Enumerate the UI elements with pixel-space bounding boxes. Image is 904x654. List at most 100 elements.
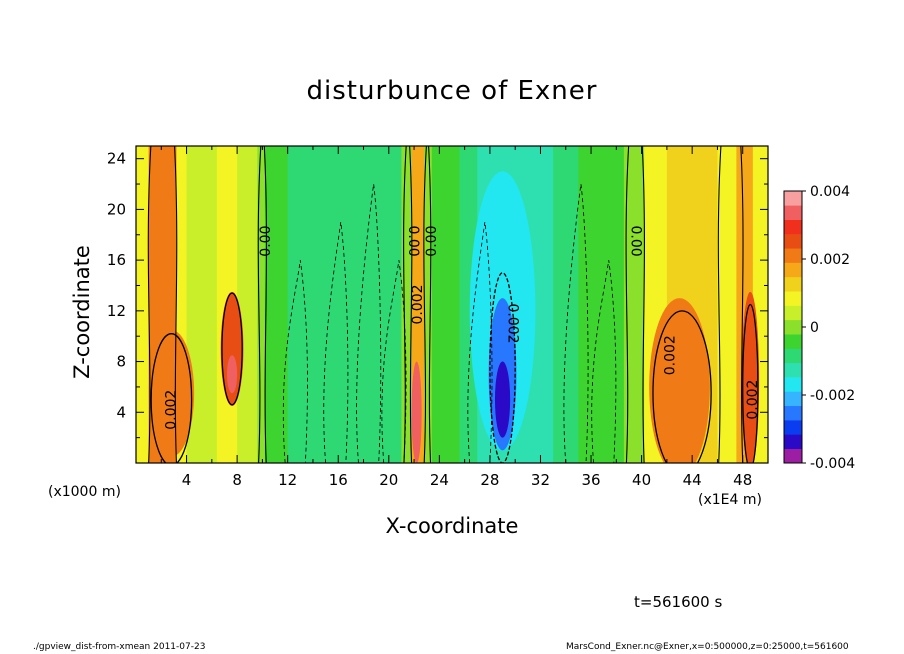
contour-line <box>740 146 744 463</box>
contour-line-negative <box>356 183 382 463</box>
contour-line-negative <box>282 260 308 463</box>
contour-fill <box>136 146 768 463</box>
contour-label: 0.00 <box>405 226 421 257</box>
contour-label: 0.002 <box>410 284 426 324</box>
colorbar-tick-label: 0.004 <box>810 184 850 200</box>
band <box>287 146 339 463</box>
colorbar-level <box>784 362 802 378</box>
contour-outline <box>742 303 759 463</box>
colorbar-level <box>784 448 802 464</box>
colorbar-tick-label: -0.002 <box>810 388 855 404</box>
contour-blob <box>148 329 195 457</box>
x-unit-left: (x1000 m) <box>48 484 121 500</box>
contour-line-negative <box>563 183 589 463</box>
contour-outline <box>221 292 243 406</box>
colorbar-level <box>784 391 802 407</box>
contour-blob <box>660 336 707 463</box>
y-tick-label: 16 <box>107 251 126 269</box>
colorbar-tick-label: 0.002 <box>810 252 850 268</box>
band <box>136 146 150 463</box>
colorbar-level <box>784 205 802 220</box>
x-unit-right: (x1E4 m) <box>698 492 762 508</box>
x-tick-label: 48 <box>733 471 752 489</box>
contour-line <box>625 146 630 463</box>
contour-line <box>423 146 427 463</box>
contour-line-negative <box>323 222 349 463</box>
colorbar-level <box>784 219 802 235</box>
contour-line-negative <box>381 260 407 463</box>
band <box>717 146 737 463</box>
colorbar-level <box>784 348 802 364</box>
colorbar-level <box>784 405 802 421</box>
colorbar-level <box>784 377 802 392</box>
plot-frame <box>135 145 769 464</box>
contour-line <box>147 146 152 463</box>
colorbar-level <box>784 291 802 306</box>
contour-blob <box>220 291 244 406</box>
contour-line <box>641 146 645 463</box>
contour-line <box>403 146 407 463</box>
band <box>237 146 258 463</box>
colorbar-level <box>784 305 802 321</box>
contour-line-negative <box>467 222 493 463</box>
contour-line <box>428 146 432 463</box>
y-tick-label: 24 <box>107 150 126 168</box>
colorbar-level <box>784 191 802 206</box>
colorbar-tick-label: 0 <box>810 320 819 336</box>
contour-blob <box>741 291 760 463</box>
band <box>338 146 402 463</box>
y-tick-label: 8 <box>116 353 126 371</box>
colorbar-level <box>784 420 802 435</box>
colorbar-level <box>784 276 802 292</box>
band <box>401 146 413 463</box>
band <box>553 146 579 463</box>
band <box>257 146 266 463</box>
colorbar-level <box>784 319 802 335</box>
x-tick-label: 16 <box>329 471 348 489</box>
x-tick-label: 32 <box>531 471 550 489</box>
colorbar-level <box>784 434 802 449</box>
contour-line <box>409 146 413 463</box>
colorbar-tick-label: -0.004 <box>810 456 855 472</box>
y-tick-label: 20 <box>107 200 126 218</box>
contour-label: 0.002 <box>745 380 761 420</box>
y-tick-label: 4 <box>116 403 126 421</box>
colorbar-level <box>784 248 802 263</box>
contour-blob <box>411 361 422 463</box>
colorbar: 0.004 0.002 0 -0.002 -0.004 <box>783 184 855 472</box>
band <box>176 146 188 463</box>
band <box>264 146 289 463</box>
contour-lines <box>147 146 759 463</box>
contour-label: 0.00 <box>627 226 643 257</box>
x-tick-label: 28 <box>480 471 499 489</box>
time-label: t=561600 s <box>634 593 723 611</box>
x-tick-label: 20 <box>379 471 398 489</box>
band <box>431 146 461 463</box>
contour-blob <box>227 355 238 394</box>
chart-title: disturbunce of Exner <box>306 76 598 106</box>
contour-label: 0.002 <box>163 390 179 430</box>
x-tick-label: 40 <box>632 471 651 489</box>
x-tick-label: 12 <box>278 471 297 489</box>
contour-line <box>257 146 262 463</box>
contour-blob <box>494 361 511 438</box>
contour-outline <box>652 310 712 463</box>
footer-left: ./gpview_dist-from-xmean 2011-07-23 <box>33 642 206 652</box>
contour-label: 0.002 <box>663 335 679 375</box>
band <box>623 146 645 463</box>
colorbar-level <box>784 334 802 349</box>
x-tick-label: 36 <box>581 471 600 489</box>
footer-right: MarsCond_Exner.nc@Exner,x=0:500000,z=0:2… <box>566 642 849 652</box>
colorbar-level <box>784 262 802 278</box>
contour-outline <box>150 333 193 463</box>
contour-line-negative <box>591 260 617 463</box>
contour-line <box>174 146 178 463</box>
contour-line <box>263 146 268 463</box>
contour-label: 0.002 <box>505 303 521 343</box>
contour-label: 0.00 <box>258 226 274 257</box>
x-tick-label: 24 <box>430 471 449 489</box>
contour-line <box>717 146 722 463</box>
x-tick-label: 4 <box>182 471 192 489</box>
